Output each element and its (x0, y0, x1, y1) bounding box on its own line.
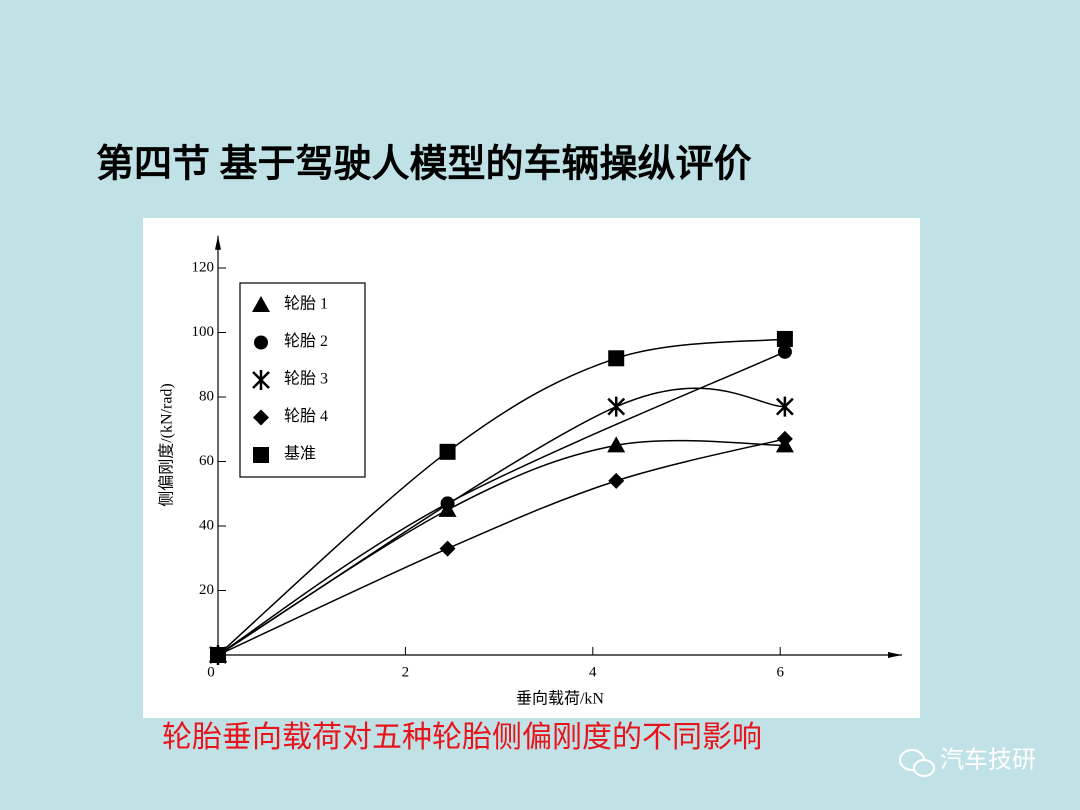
marker-circle (254, 335, 268, 350)
fit-curve (217, 438, 786, 656)
marker-circle (440, 496, 455, 511)
y-axis-label: 侧偏刚度/(kN/rad) (158, 383, 176, 507)
legend-label: 轮胎 2 (284, 332, 328, 350)
legend-label: 轮胎 3 (284, 370, 328, 388)
y-tick-label: 120 (192, 259, 215, 275)
marker-diamond (253, 409, 269, 426)
watermark: 汽车技研 (940, 747, 1036, 774)
x-tick-label: 0 (207, 664, 215, 680)
fit-curve (217, 338, 785, 656)
y-tick-label: 100 (192, 324, 215, 340)
watermark-icon (899, 749, 935, 777)
fit-curve (217, 387, 785, 656)
y-tick-label: 80 (199, 388, 214, 404)
slide-title: 第四节 基于驾驶人模型的车辆操纵评价 (96, 144, 752, 186)
legend-label: 轮胎 4 (284, 407, 328, 425)
y-tick-label: 40 (199, 517, 214, 533)
marker-square (210, 647, 226, 663)
marker-diamond (776, 430, 793, 447)
y-axis-arrow (215, 235, 221, 250)
marker-asterisk (252, 370, 270, 390)
marker-square (608, 350, 625, 367)
marker-triangle (252, 296, 270, 312)
y-tick-label: 60 (199, 453, 214, 469)
marker-diamond (608, 472, 625, 489)
x-tick-label: 4 (589, 664, 597, 680)
x-tick-label: 2 (402, 664, 410, 680)
x-axis-label: 垂向载荷/kN (516, 690, 604, 708)
marker-circle (777, 344, 792, 359)
x-axis-arrow (888, 652, 903, 658)
marker-square (253, 447, 269, 463)
marker-square (439, 443, 456, 460)
marker-diamond (439, 540, 456, 557)
x-tick-label: 6 (776, 664, 784, 680)
y-tick-label: 20 (199, 582, 214, 598)
marker-square (776, 330, 793, 347)
marker-asterisk (776, 396, 794, 417)
legend-label: 轮胎 1 (284, 295, 328, 313)
marker-asterisk (607, 396, 626, 417)
caption: 轮胎垂向载荷对五种轮胎侧偏刚度的不同影响 (162, 721, 762, 754)
marker-triangle (607, 436, 626, 453)
chart: 0 2 4 6 20 40 60 80 100 120 垂向载荷/kN 侧偏刚度/(kN/rad) 轮胎… (158, 235, 903, 708)
legend-label: 基准 (284, 445, 316, 463)
